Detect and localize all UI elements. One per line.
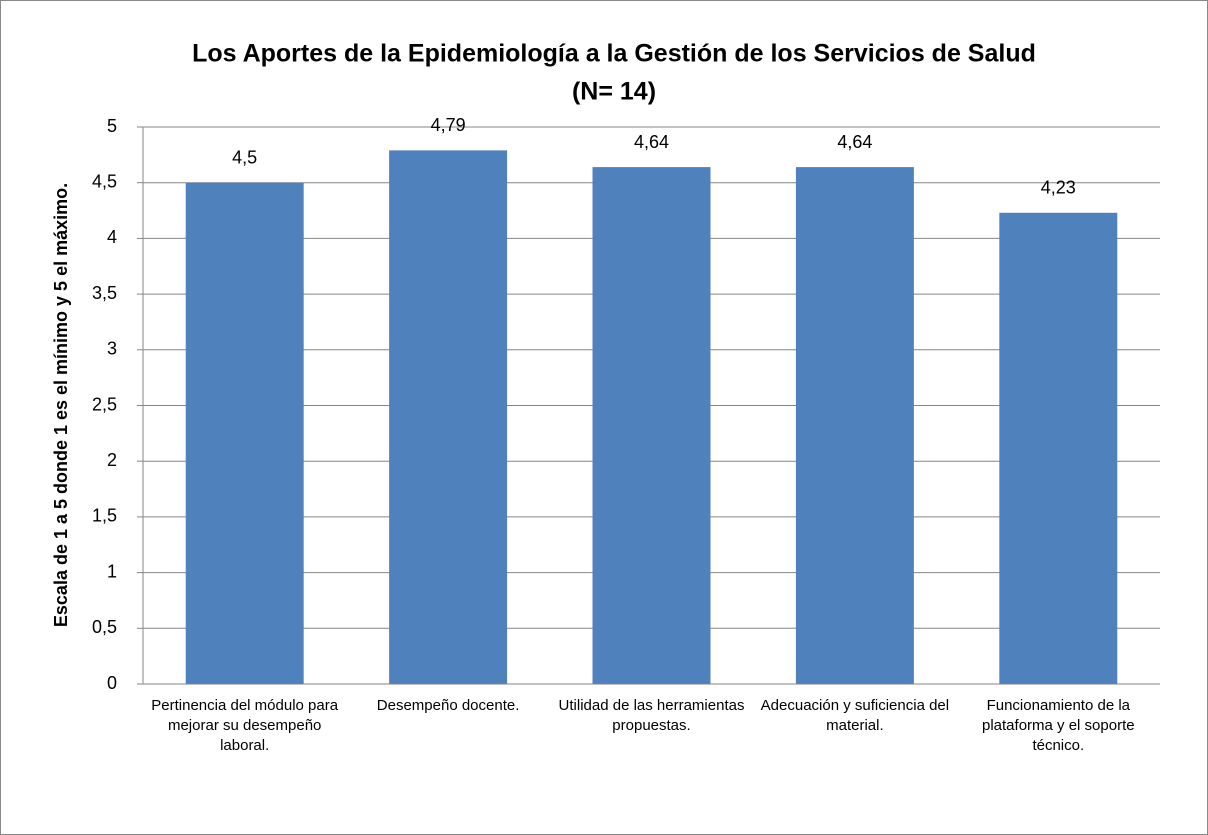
- bar: [999, 212, 1118, 684]
- y-tick-label: 2: [107, 450, 117, 470]
- bar: [185, 182, 304, 684]
- x-tick-label: Utilidad de las herramientas propuestas.: [558, 697, 745, 734]
- x-tick-label: Pertinencia del módulo para mejorar su d…: [151, 697, 339, 754]
- data-label: 4,5: [232, 147, 257, 167]
- y-tick-label: 4: [107, 227, 117, 247]
- y-tick-label: 5: [107, 116, 117, 136]
- x-tick-label: Adecuación y suficiencia del material.: [760, 697, 950, 734]
- y-tick-label: 3: [107, 339, 117, 359]
- y-tick-label: 0: [107, 673, 117, 693]
- data-label: 4,79: [431, 115, 466, 135]
- bar: [389, 150, 508, 685]
- chart-subtitle: (N= 14): [572, 78, 656, 106]
- y-tick-label: 4,5: [92, 171, 117, 191]
- y-tick-label: 1,5: [92, 506, 117, 526]
- x-tick-label: Funcionamiento de la plataforma y el sop…: [982, 697, 1135, 754]
- y-tick-label: 0,5: [92, 617, 117, 637]
- data-label: 4,64: [634, 132, 669, 152]
- x-tick-label: Desempeño docente.: [376, 697, 520, 714]
- chart-title: Los Aportes de la Epidemiología a la Ges…: [192, 40, 1036, 68]
- data-label: 4,64: [837, 132, 872, 152]
- y-tick-label: 1: [107, 561, 117, 581]
- bar: [795, 167, 914, 684]
- bar: [592, 167, 711, 684]
- y-tick-label: 3,5: [92, 283, 117, 303]
- y-tick-label: 2,5: [92, 394, 117, 414]
- y-axis-label: Escala de 1 a 5 donde 1 es el mínimo y 5…: [51, 183, 71, 627]
- data-label: 4,23: [1041, 178, 1076, 198]
